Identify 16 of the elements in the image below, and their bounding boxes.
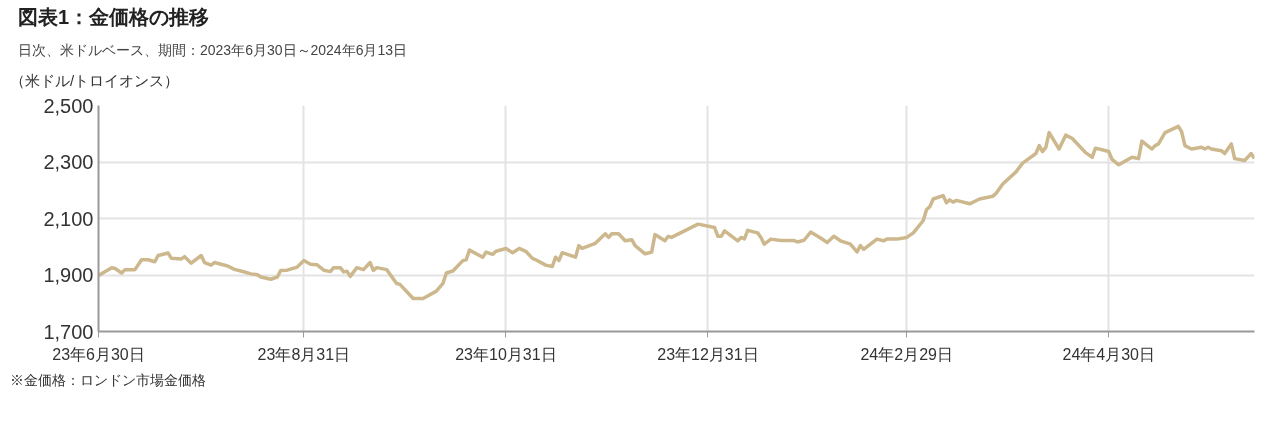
chart-title: 図表1：金価格の推移: [18, 5, 210, 29]
text: ※金価格：ロンドン市場金価格: [10, 371, 206, 390]
x-tick-label: 23年10月31日: [455, 345, 557, 363]
x-tick-label: 23年6月30日: [52, 345, 145, 363]
line-series: [98, 124, 1255, 301]
y-tick-label: 2,100: [43, 207, 94, 230]
y-tick-label: 1,700: [43, 320, 94, 343]
x-tick-label: 24年4月30日: [1062, 345, 1156, 363]
y-tick-label: 2,300: [43, 151, 94, 173]
chart-subtitle: 日次、米ドルベース、期間：2023年6月30日～2024年6月13日: [18, 41, 408, 59]
x-tick-label: 24年2月29日: [860, 345, 953, 363]
y-tick-label: 2,500: [43, 94, 94, 117]
y-axis-title: （米ドル/トロイオンス）: [10, 71, 180, 90]
x-tick-label: 23年8月31日: [257, 345, 351, 363]
y-tick-label: 1,900: [43, 264, 94, 286]
x-tick-label: 23年12月31日: [657, 345, 759, 363]
